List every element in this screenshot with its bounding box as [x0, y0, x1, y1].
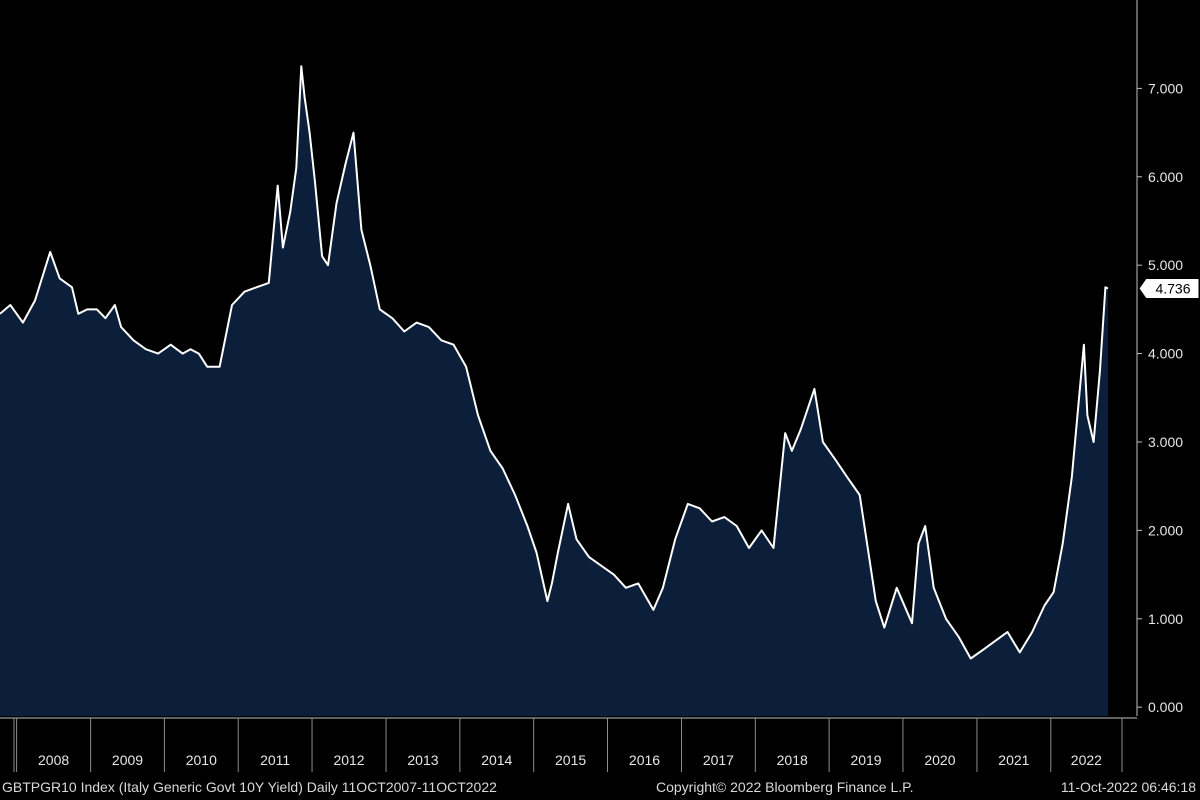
x-tick-label: 2015	[555, 752, 586, 768]
x-tick-label: 2016	[629, 752, 660, 768]
last-value-badge-layer: 4.736	[1138, 278, 1200, 300]
x-tick-label: 2018	[777, 752, 808, 768]
x-tick-label: 2014	[481, 752, 512, 768]
x-tick-label: 2022	[1071, 752, 1102, 768]
x-tick-label: 2020	[924, 752, 955, 768]
y-tick-label: 5.000	[1148, 257, 1183, 273]
chart-footer: GBTPGR10 Index (Italy Generic Govt 10Y Y…	[0, 776, 1200, 800]
y-tick-label: 7.000	[1148, 80, 1183, 96]
area-layer	[0, 66, 1108, 717]
y-tick-label: 0.000	[1148, 699, 1183, 715]
x-tick-label: 2021	[998, 752, 1029, 768]
footer-security-info: GBTPGR10 Index (Italy Generic Govt 10Y Y…	[2, 779, 497, 795]
footer-copyright: Copyright© 2022 Bloomberg Finance L.P.	[656, 779, 914, 795]
footer-timestamp: 11-Oct-2022 06:46:18	[1060, 779, 1196, 795]
x-tick-label: 2012	[333, 752, 364, 768]
x-tick-label: 2010	[186, 752, 217, 768]
x-tick-label: 2011	[260, 752, 290, 768]
y-tick-label: 1.000	[1148, 611, 1183, 627]
series-line-layer	[0, 65, 1109, 660]
last-value-label: 4.736	[1155, 281, 1190, 297]
x-tick-label: 2017	[703, 752, 734, 768]
yield-chart: 0.000 1.000 2.000 3.000 4.000 5.000 6.000 7.000…	[0, 0, 1200, 772]
last-value-badge	[1138, 278, 1200, 300]
y-tick-label: 2.000	[1148, 522, 1183, 538]
axes: 0.000 1.000 2.000 3.000 4.000 5.000 6.000 7.000…	[0, 0, 1183, 772]
x-tick-label: 2008	[38, 752, 69, 768]
y-tick-label: 3.000	[1148, 434, 1183, 450]
x-tick-label: 2013	[407, 752, 438, 768]
series-area	[0, 66, 1108, 717]
x-tick-label: 2019	[850, 752, 881, 768]
series-line	[0, 65, 1109, 660]
y-tick-label: 4.000	[1148, 346, 1183, 362]
y-tick-label: 6.000	[1148, 169, 1183, 185]
x-tick-label: 2009	[112, 752, 143, 768]
